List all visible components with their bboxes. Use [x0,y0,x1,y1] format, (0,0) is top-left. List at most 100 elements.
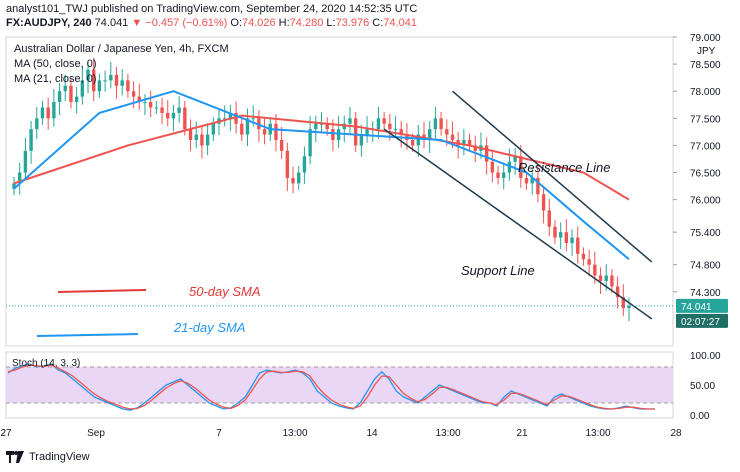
candle-body [382,118,386,124]
candle-body [490,161,495,173]
candle-body [114,74,119,86]
candle-body [74,96,79,103]
candle-body [40,107,45,119]
candle-body [154,107,159,109]
candle-body [519,156,523,178]
price-pane[interactable] [5,36,674,347]
candle-body [319,123,324,125]
candle-body [513,156,517,162]
candle-body [536,177,540,195]
candle-body [109,74,113,81]
candle-body [177,107,181,113]
stoch-d-line [7,364,655,410]
candle-body [52,102,56,119]
candle-body [541,194,546,211]
audjpy-chart[interactable]: Australian Dollar / Japanese Yen, 4h, FX… [0,0,740,445]
candle-body [593,264,597,276]
candle-body [285,150,290,178]
candle-body [302,156,307,173]
tradingview-logo-text: TradingView [29,451,90,463]
candle-body [450,134,455,140]
candle-body [143,102,147,104]
candle-body [439,118,443,130]
price-tick-label: 74.800 [690,261,721,272]
sma21-annotation: 21-day SMA [173,320,246,335]
candle-body [126,80,130,92]
candle-body [388,123,392,130]
last-price: 74.041 [94,17,129,29]
candle-body [137,96,141,103]
candle-body [194,134,198,140]
candle-body [251,118,255,120]
tradingview-logo[interactable]: TradingView [6,451,90,463]
candle-body [29,129,33,151]
time-axis[interactable]: 27 Sep 7 13:00 14 13:00 21 13:00 28 [0,428,682,439]
candle-body [581,253,586,260]
time-tick-label: 14 [366,428,378,439]
candle-body [211,123,215,135]
timer-badge-value: 02:07:27 [681,317,720,328]
price-tick-label: 79.000 [690,33,721,44]
candle-body [23,150,28,173]
candle-body [80,80,85,97]
low-label: L: [326,17,336,29]
chart-title: Australian Dollar / Japanese Yen, 4h, FX… [14,43,229,55]
price-badge-value: 74.041 [681,302,712,313]
candle-body [205,134,210,146]
candle-body [18,172,22,184]
candle-body [160,107,164,113]
ma50-line [13,114,630,201]
candle-body [558,232,563,238]
candle-body [234,112,238,124]
candles [12,58,631,322]
time-tick-label: 13:00 [435,428,460,439]
time-tick-label: 21 [516,428,528,439]
candle-body [314,123,318,130]
candle-body [262,129,267,135]
symbol-label: FX:AUDJPY, 240 [6,17,92,29]
candle-body [63,85,67,92]
currency-badge-bg [690,43,722,57]
trend-line[interactable] [383,128,653,320]
candle-body [507,161,512,173]
sma21-sample-line [36,333,139,337]
candle-body [598,275,603,281]
candle-body [416,134,420,146]
stoch-axis[interactable]: 100.00 50.00 0.00 [690,351,721,422]
ma21-legend: MA (21, close, 0) [14,73,97,85]
stoch-k-line [7,363,655,411]
candle-body [353,118,358,146]
candle-body [570,237,574,243]
candle-body [410,140,415,146]
candle-body [188,129,193,140]
stoch-tick-label: 0.00 [690,411,710,422]
timer-badge [676,313,728,328]
candle-body [530,177,534,184]
candle-body [12,183,16,189]
candle-body [576,237,580,254]
candle-body [57,91,62,103]
tradingview-icon [6,451,24,463]
candle-body [376,118,381,130]
stoch-band [6,367,673,403]
candle-body [342,123,346,130]
candle-body [587,259,591,265]
time-tick-label: 27 [0,428,12,439]
candle-body [120,80,124,86]
publish-info-text: analyst101_TWJ published on TradingView.… [6,3,418,15]
high-value: 74.280 [289,17,324,29]
candle-body [297,172,301,184]
candle-body [325,123,329,130]
price-tick-label: 76.000 [690,196,721,207]
trend-line[interactable] [451,90,653,263]
candle-body [69,85,73,103]
candle-body [183,107,187,130]
resistance-line-label: Resistance Line [518,160,611,175]
candle-body [484,145,489,162]
close-label: C: [372,17,384,29]
price-axis[interactable]: 79.000 78.500 78.000 77.500 77.000 76.500 76.0… [673,33,721,299]
price-tick-label: 77.000 [690,141,721,152]
candle-body [308,129,312,157]
quote-line: FX:AUDJPY, 240 74.041 ▼ −0.457 (−0.61%) … [6,17,417,29]
open-value: 74.026 [241,17,276,29]
